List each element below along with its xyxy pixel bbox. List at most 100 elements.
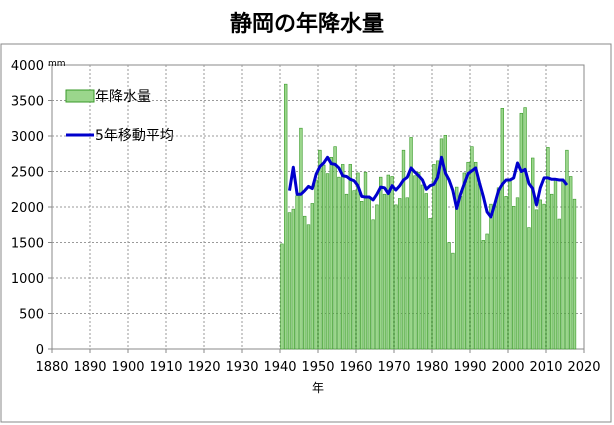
bar bbox=[401, 149, 406, 350]
bar bbox=[314, 179, 318, 350]
x-tick-label: 1910 bbox=[149, 360, 182, 375]
bar bbox=[550, 193, 554, 350]
bar bbox=[379, 176, 383, 350]
bar bbox=[485, 233, 489, 350]
x-tick-label: 1900 bbox=[111, 360, 144, 375]
bar bbox=[553, 178, 558, 350]
bar bbox=[557, 218, 561, 350]
bar bbox=[344, 193, 349, 350]
x-tick-label: 1890 bbox=[73, 360, 106, 375]
x-tick-label: 2010 bbox=[529, 360, 562, 375]
bar bbox=[287, 212, 292, 350]
bar bbox=[329, 157, 333, 350]
legend-label-bar: 年降水量 bbox=[95, 89, 151, 105]
line-series bbox=[288, 155, 569, 219]
y-tick-label: 3000 bbox=[11, 130, 44, 145]
bar bbox=[489, 203, 493, 350]
bar bbox=[398, 198, 402, 350]
bar bbox=[432, 164, 436, 350]
x-tick-label: 1980 bbox=[415, 360, 448, 375]
y-tick-label: 3500 bbox=[11, 95, 44, 110]
legend-swatch-bar bbox=[65, 89, 95, 103]
bar bbox=[531, 157, 535, 350]
bar bbox=[523, 107, 527, 350]
bar bbox=[306, 224, 311, 350]
moving-average-line bbox=[288, 155, 569, 219]
legend: 年降水量 5年移動平均 bbox=[65, 89, 174, 144]
bar bbox=[390, 176, 394, 350]
bar bbox=[382, 193, 387, 350]
bar bbox=[325, 173, 330, 350]
bar bbox=[470, 146, 474, 350]
bar bbox=[493, 204, 497, 350]
x-tick-label: 1960 bbox=[339, 360, 372, 375]
bar bbox=[375, 204, 379, 350]
bar bbox=[572, 198, 577, 350]
x-tick-label: 1970 bbox=[377, 360, 410, 375]
grid-lines bbox=[52, 65, 584, 349]
bar bbox=[474, 161, 478, 350]
bar bbox=[363, 171, 368, 350]
x-axis-label: 年 bbox=[312, 381, 324, 395]
bar bbox=[371, 219, 375, 350]
bar bbox=[439, 138, 444, 350]
legend-label-line: 5年移動平均 bbox=[95, 128, 174, 144]
chart-title: 静岡の年降水量 bbox=[229, 12, 384, 37]
bar bbox=[424, 193, 428, 350]
y-tick-label: 2000 bbox=[11, 201, 44, 216]
x-tick-label: 1990 bbox=[453, 360, 486, 375]
bar bbox=[352, 190, 356, 350]
bar bbox=[310, 203, 314, 350]
y-axis-unit-label: mm bbox=[48, 59, 66, 69]
bar bbox=[466, 161, 470, 350]
y-tick-label: 0 bbox=[36, 343, 44, 358]
bar bbox=[455, 186, 459, 350]
bar bbox=[443, 134, 447, 350]
axis-labels: 1880 1890 1900 1910 1920 1930 1940 1950 1960 1970… bbox=[11, 59, 601, 375]
bar-series bbox=[280, 83, 577, 350]
x-tick-label: 1940 bbox=[263, 360, 296, 375]
bar bbox=[405, 197, 409, 350]
bar bbox=[284, 83, 288, 350]
bar bbox=[496, 187, 501, 350]
bar bbox=[534, 209, 539, 350]
bar bbox=[436, 160, 440, 350]
bar bbox=[569, 176, 573, 350]
x-tick-label: 1920 bbox=[187, 360, 220, 375]
bar bbox=[417, 171, 421, 350]
bar bbox=[299, 127, 303, 350]
bar bbox=[546, 147, 550, 350]
y-tick-label: 2500 bbox=[11, 166, 44, 181]
y-tick-label: 4000 bbox=[11, 59, 44, 74]
bar bbox=[367, 197, 371, 350]
bar bbox=[565, 149, 569, 350]
bar bbox=[348, 164, 352, 350]
bar bbox=[542, 203, 546, 350]
bar bbox=[420, 184, 425, 350]
bar bbox=[508, 180, 512, 350]
bar bbox=[333, 146, 337, 350]
bar bbox=[515, 197, 520, 350]
bar bbox=[341, 164, 345, 350]
x-tick-label: 2020 bbox=[567, 360, 600, 375]
bar bbox=[291, 208, 295, 350]
x-tick-label: 1950 bbox=[301, 360, 334, 375]
bar bbox=[386, 174, 390, 350]
bar bbox=[413, 175, 417, 350]
x-tick-label: 1930 bbox=[225, 360, 258, 375]
bar bbox=[481, 240, 485, 350]
bar bbox=[462, 172, 466, 350]
bar bbox=[356, 172, 360, 350]
bar bbox=[447, 242, 451, 350]
bar bbox=[318, 149, 322, 350]
bar bbox=[561, 181, 565, 350]
bar bbox=[477, 183, 482, 350]
bar bbox=[512, 205, 516, 350]
bar bbox=[451, 252, 455, 350]
bar bbox=[519, 112, 523, 350]
y-tick-label: 500 bbox=[19, 308, 44, 323]
bar bbox=[322, 164, 326, 350]
bar bbox=[360, 201, 364, 350]
